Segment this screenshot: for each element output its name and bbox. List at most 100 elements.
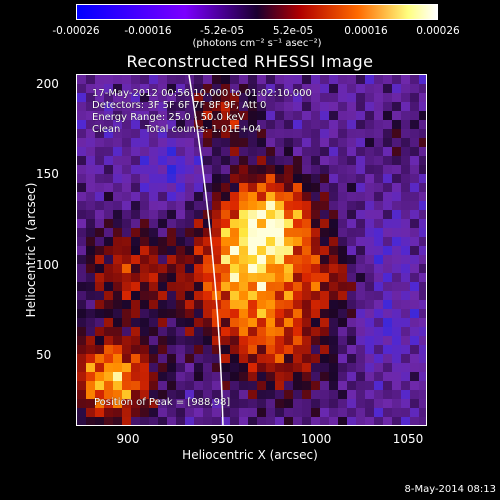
heatmap-cell [338, 408, 348, 418]
heatmap-cell [320, 417, 330, 425]
heatmap-cell [374, 201, 384, 211]
heatmap-cell [275, 102, 285, 112]
heatmap-cell [95, 264, 105, 274]
heatmap-cell [113, 399, 123, 409]
heatmap-cell [248, 408, 258, 418]
heatmap-cell [221, 300, 231, 310]
heatmap-cell [185, 183, 195, 193]
heatmap-cell [140, 120, 150, 130]
heatmap-cell [149, 210, 159, 220]
heatmap-cell [230, 111, 240, 121]
heatmap-cell [383, 93, 393, 103]
heatmap-cell [212, 354, 222, 364]
heatmap-cell [392, 165, 402, 175]
heatmap-cell [221, 372, 231, 382]
heatmap-cell [419, 129, 426, 139]
heatmap-cell [185, 291, 195, 301]
heatmap-cell [383, 192, 393, 202]
heatmap-cell [320, 219, 330, 229]
heatmap-cell [293, 120, 303, 130]
heatmap-cell [320, 381, 330, 391]
heatmap-cell [329, 129, 339, 139]
y-tick-label: 200 [36, 77, 59, 91]
heatmap-cell [392, 408, 402, 418]
heatmap-cell [158, 309, 168, 319]
heatmap-cell [131, 345, 141, 355]
heatmap-cell [320, 300, 330, 310]
heatmap-cell [320, 228, 330, 238]
heatmap-cell [392, 300, 402, 310]
heatmap-cell [122, 282, 132, 292]
heatmap-cell [131, 291, 141, 301]
heatmap-cell [320, 174, 330, 184]
heatmap-cell [275, 363, 285, 373]
heatmap-cell [401, 381, 411, 391]
heatmap-cell [212, 156, 222, 166]
heatmap-cell [266, 138, 276, 148]
heatmap-cell [176, 264, 186, 274]
heatmap-cell [401, 84, 411, 94]
heatmap-cell [383, 300, 393, 310]
heatmap-cell [131, 273, 141, 283]
heatmap-cell [104, 354, 114, 364]
heatmap-cell [311, 156, 321, 166]
heatmap-cell [86, 102, 96, 112]
heatmap-cell [194, 102, 204, 112]
heatmap-cell [122, 327, 132, 337]
heatmap-cell [194, 345, 204, 355]
heatmap-cell [86, 228, 96, 238]
heatmap-cell [77, 201, 87, 211]
heatmap-cell [320, 354, 330, 364]
heatmap-cell [77, 75, 87, 85]
heatmap-cell [113, 264, 123, 274]
heatmap-cell [419, 174, 426, 184]
heatmap-cell [95, 201, 105, 211]
heatmap-cell [410, 201, 420, 211]
heatmap-cell [104, 201, 114, 211]
heatmap-cell [392, 102, 402, 112]
heatmap-cell [149, 291, 159, 301]
heatmap-cell [311, 336, 321, 346]
heatmap-cell [203, 120, 213, 130]
heatmap-cell [122, 183, 132, 193]
heatmap-cell [410, 327, 420, 337]
heatmap-cell [203, 174, 213, 184]
heatmap-cell [329, 390, 339, 400]
heatmap-cell [275, 84, 285, 94]
heatmap-cell [266, 129, 276, 139]
heatmap-cell [401, 219, 411, 229]
heatmap-cell [401, 165, 411, 175]
heatmap-cell [302, 354, 312, 364]
heatmap-cell [140, 210, 150, 220]
heatmap-cell [221, 255, 231, 265]
heatmap-cell [374, 300, 384, 310]
heatmap-cell [329, 228, 339, 238]
heatmap-cell [320, 93, 330, 103]
heatmap-cell [113, 201, 123, 211]
heatmap-cell [239, 219, 249, 229]
heatmap-cell [95, 255, 105, 265]
heatmap-cell [275, 75, 285, 85]
heatmap-cell [230, 165, 240, 175]
heatmap-cell [410, 210, 420, 220]
heatmap-cell [158, 318, 168, 328]
heatmap-cell [167, 318, 177, 328]
heatmap-cell [167, 408, 177, 418]
heatmap-cell [293, 273, 303, 283]
heatmap-cell [194, 93, 204, 103]
heatmap-cell [149, 282, 159, 292]
heatmap-cell [203, 336, 213, 346]
heatmap-cell [221, 309, 231, 319]
heatmap-cell [347, 84, 357, 94]
heatmap-cell [284, 138, 294, 148]
heatmap-cell [284, 201, 294, 211]
heatmap-cell [410, 282, 420, 292]
heatmap-cell [356, 255, 366, 265]
heatmap-cell [131, 399, 141, 409]
heatmap-cell [140, 345, 150, 355]
heatmap-cell [392, 309, 402, 319]
heatmap-cell [419, 201, 426, 211]
heatmap-cell [284, 120, 294, 130]
heatmap-cell [275, 246, 285, 256]
heatmap-cell [95, 147, 105, 157]
